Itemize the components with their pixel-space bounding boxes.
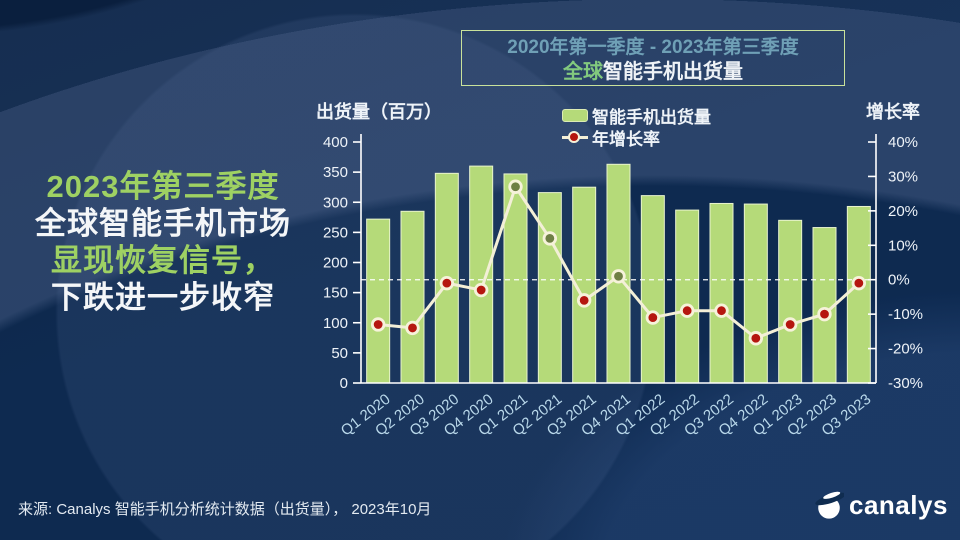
point-Q2 2022: [679, 303, 695, 318]
right-tick-label: -10%: [888, 306, 923, 323]
legend-item-growth: 年增长率: [562, 126, 711, 149]
bar-Q2 2022: [675, 209, 700, 384]
canalys-logo: canalys: [814, 490, 948, 521]
bar-Q3 2022: [709, 202, 734, 384]
point-Q4 2022: [748, 331, 764, 346]
legend: 智能手机出货量 年增长率: [562, 104, 711, 149]
canalys-logo-text: canalys: [849, 490, 948, 520]
chart-title-rest: 智能手机出货量: [603, 61, 743, 83]
chart-area: 0 50 100 150 200 250 300 350 400 -30% -20% -10% 0% 10…: [290, 90, 960, 470]
left-tick-label: 0: [340, 375, 348, 392]
bar-Q3 2023: [846, 205, 871, 384]
right-tick-label: 0%: [888, 272, 910, 289]
canalys-logo-icon: [815, 491, 844, 519]
legend-label-shipments: 智能手机出货量: [592, 107, 711, 127]
point-Q1 2023: [782, 317, 798, 332]
headline-line1: 2023年第三季度: [46, 169, 280, 204]
left-tick-label: 200: [323, 255, 348, 272]
bar-Q4 2020: [469, 165, 494, 384]
right-tick-label: 40%: [888, 134, 918, 151]
point-Q3 2020: [439, 275, 455, 291]
left-tick-label: 50: [331, 345, 348, 362]
bar-Q2 2020: [400, 210, 425, 384]
point-Q3 2022: [714, 303, 729, 318]
point-Q2 2023: [817, 306, 832, 322]
left-tick-label: 400: [323, 134, 348, 151]
point-Q3 2021: [576, 293, 592, 308]
chart-title-range: 2020年第一季度 - 2023年第三季度: [507, 37, 799, 58]
chart-title-main: 全球智能手机出货量: [462, 60, 844, 84]
left-tick-label: 350: [323, 164, 348, 181]
combo-chart: 0 50 100 150 200 250 300 350 400 -30% -20% -10% 0% 10…: [323, 134, 923, 440]
point-Q4 2020: [473, 282, 489, 298]
headline: 2023年第三季度 全球智能手机市场 显现恢复信号， 下跌进一步收窄: [15, 168, 311, 316]
left-tick-label: 300: [323, 194, 348, 211]
bar-Q1 2023: [778, 219, 803, 384]
point-Q2 2021: [542, 231, 558, 246]
point-Q1 2022: [645, 310, 661, 325]
chart-title-box: 2020年第一季度 - 2023年第三季度 全球智能手机出货量: [461, 30, 845, 86]
headline-line3: 显现恢复信号，: [51, 243, 275, 278]
chart-title-accent: 全球: [563, 61, 603, 83]
legend-item-shipments: 智能手机出货量: [562, 104, 711, 127]
right-tick-label: 30%: [888, 168, 918, 185]
left-tick-label: 100: [323, 315, 348, 332]
left-tick-label: 250: [323, 224, 348, 241]
point-Q1 2020: [370, 317, 386, 332]
bar-swatch-icon: [562, 108, 588, 122]
bar-Q4 2022: [743, 203, 768, 384]
right-axis-title: 增长率: [866, 102, 920, 122]
line-marker-icon: [562, 130, 588, 144]
bar-Q1 2022: [640, 195, 665, 384]
headline-line2: 全球智能手机市场: [35, 206, 291, 241]
source-note: 来源: Canalys 智能手机分析统计数据（出货量）， 2023年10月: [18, 501, 432, 518]
headline-line4: 下跌进一步收窄: [51, 280, 275, 315]
point-Q1 2021: [508, 179, 523, 194]
right-tick-label: -20%: [888, 341, 923, 358]
bar-Q2 2021: [537, 192, 562, 384]
left-tick-label: 150: [323, 285, 348, 302]
legend-label-growth: 年增长率: [592, 129, 660, 149]
right-tick-label: -30%: [888, 375, 923, 392]
bar-Q1 2020: [366, 218, 391, 384]
point-Q3 2023: [851, 275, 867, 291]
right-tick-label: 10%: [888, 237, 918, 254]
left-axis-title: 出货量（百万）: [316, 102, 442, 122]
bar-Q1 2021: [503, 173, 528, 384]
point-Q2 2020: [405, 320, 420, 336]
point-Q4 2021: [611, 269, 626, 284]
right-tick-label: 20%: [888, 203, 918, 220]
